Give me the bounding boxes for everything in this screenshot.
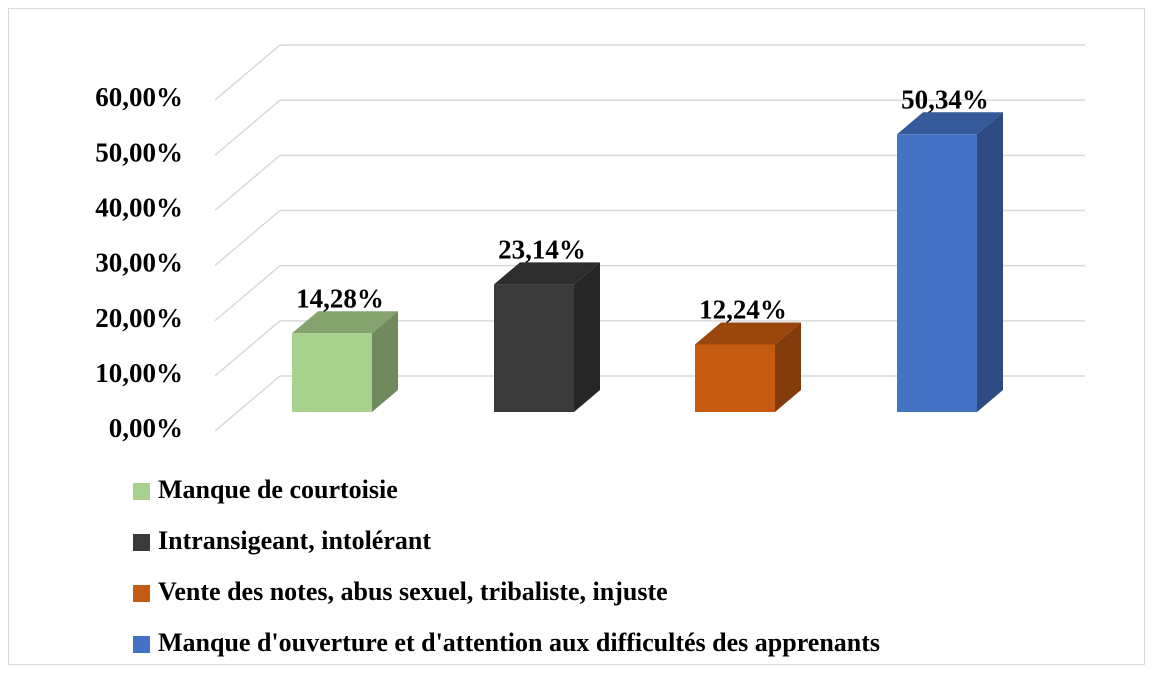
bar-top	[897, 112, 1003, 135]
grid-line-side	[214, 209, 281, 267]
bar-top	[292, 311, 398, 334]
y-tick-label: 60,00%	[95, 82, 183, 112]
legend-label: Intransigeant, intolérant	[158, 526, 431, 555]
bar-top	[494, 262, 600, 285]
y-tick-label: 50,00%	[95, 137, 183, 167]
y-tick-label: 20,00%	[95, 303, 183, 333]
grid-line-side	[214, 375, 281, 432]
value-label: 23,14%	[498, 235, 586, 265]
legend-swatch	[133, 483, 150, 500]
y-tick-label: 40,00%	[95, 193, 183, 223]
legend-label: Manque d'ouverture et d'attention aux di…	[158, 628, 880, 657]
y-tick-label: 0,00%	[109, 413, 183, 443]
value-label: 14,28%	[296, 283, 384, 313]
grid-line-side	[214, 265, 281, 322]
legend-swatch	[133, 636, 150, 653]
value-label: 12,24%	[699, 295, 787, 325]
bar	[292, 333, 372, 412]
bar-side	[372, 311, 398, 412]
bar	[695, 344, 775, 412]
grid-line-side	[214, 320, 281, 377]
y-tick-label: 10,00%	[95, 358, 183, 388]
legend-label: Manque de courtoisie	[158, 475, 398, 504]
grid-line-side	[214, 99, 281, 156]
bar-side	[574, 262, 600, 412]
legend-swatch	[133, 585, 150, 602]
bar-side	[977, 112, 1003, 412]
bar-side	[775, 322, 801, 412]
grid-line-side	[214, 154, 281, 211]
bar	[494, 284, 574, 412]
legend-swatch	[133, 534, 150, 551]
bar	[897, 134, 977, 412]
y-tick-label: 30,00%	[95, 248, 183, 278]
grid-line-side	[214, 44, 281, 101]
legend-label: Vente des notes, abus sexuel, tribaliste…	[158, 577, 668, 606]
bar-top	[695, 322, 801, 345]
value-label: 50,34%	[901, 84, 989, 114]
